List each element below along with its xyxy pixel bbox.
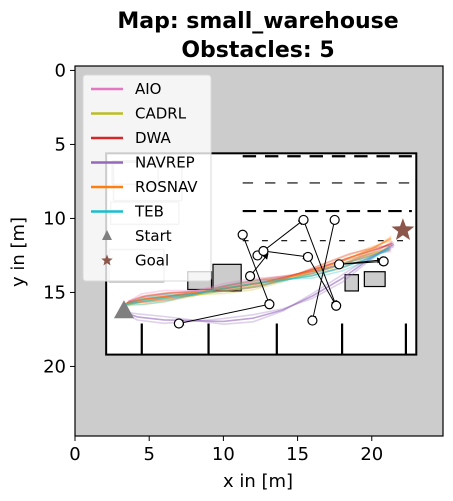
trajectory-navrep-1 [122, 243, 395, 323]
trajectory-cadrl-0 [125, 249, 390, 307]
plot-frame [74, 65, 444, 437]
chart-title: Map: small_warehouse [117, 9, 398, 34]
obstacle-path-4 [263, 250, 309, 260]
legend-box [82, 74, 212, 282]
map-box-2 [344, 274, 360, 292]
legend-swatch-goal [101, 254, 113, 266]
y-tick-label-20: 20 [43, 356, 66, 377]
obstacle-waypoint-11 [307, 315, 318, 326]
x-axis: 0 5 10 15 20 [69, 436, 383, 465]
x-tick-label-10: 10 [212, 444, 235, 465]
chart-subtitle: Obstacles: 5 [181, 38, 334, 63]
trajectory-dwa-2 [126, 240, 393, 304]
x-tick-label-20: 20 [360, 444, 383, 465]
legend-label-dwa: DWA [135, 129, 172, 147]
obstacle-waypoint-12 [173, 318, 184, 329]
obstacle-waypoint-2 [258, 245, 269, 257]
legend-label-navrep: NAVREP [135, 154, 195, 172]
obstacle-waypoint-0 [237, 229, 248, 240]
trajectory-navrep-0 [122, 245, 395, 326]
legend-label-aio: AIO [135, 80, 162, 98]
obstacle-path-8 [307, 256, 337, 307]
y-tick-label-5: 5 [55, 134, 66, 155]
y-axis: 0 5 10 15 20 [43, 60, 75, 377]
trajectory-rosnav-2 [123, 235, 392, 306]
obstacle-waypoint-7 [334, 259, 345, 270]
legend-label-teb: TEB [134, 203, 164, 221]
obstacle-waypoint-10 [331, 300, 342, 311]
legend-label-goal: Goal [135, 252, 169, 270]
obstacle-waypoint-3 [244, 271, 256, 282]
y-tick-label-0: 0 [55, 60, 66, 81]
trajectory-rosnav-0 [123, 239, 392, 306]
map-box-3 [363, 271, 386, 288]
obstacle-waypoint-5 [329, 214, 340, 226]
legend-label-cadrl: CADRL [135, 105, 187, 123]
y-axis-label: y in [m] [8, 217, 29, 287]
start-goal-markers [113, 218, 415, 319]
obstacle-path-2 [303, 219, 338, 307]
obstacle-waypoint-6 [302, 251, 314, 263]
obstacle-waypoint-4 [298, 214, 309, 226]
obstacle-path-3 [310, 219, 336, 322]
y-tick-label-10: 10 [43, 208, 66, 229]
obstacle-waypoint-9 [264, 299, 275, 310]
x-axis-label: x in [m] [223, 471, 293, 492]
trajectory-dwa-0 [126, 244, 393, 304]
trajectory-teb-0 [125, 249, 390, 306]
legend-label-rosnav: ROSNAV [135, 178, 198, 196]
legend: AIO CADRL DWA NAVREP ROSNAV TEB Start Goal [82, 74, 212, 282]
obstacle-path-7 [177, 303, 270, 326]
obstacle-waypoint-8 [378, 256, 389, 267]
obstacle-path-9 [339, 257, 384, 265]
obstacle-paths [173, 214, 389, 329]
legend-swatch-start [102, 230, 112, 240]
robot-trajectories [122, 235, 395, 326]
x-tick-label-15: 15 [286, 444, 309, 465]
trajectory-teb-1 [125, 247, 390, 306]
start-marker [113, 300, 134, 319]
x-tick-label-5: 5 [143, 444, 154, 465]
legend-label-start: Start [135, 227, 172, 245]
goal-marker [391, 218, 415, 240]
trajectory-navrep-2 [122, 241, 395, 325]
y-tick-label-15: 15 [43, 282, 66, 303]
x-tick-label-0: 0 [69, 444, 80, 465]
